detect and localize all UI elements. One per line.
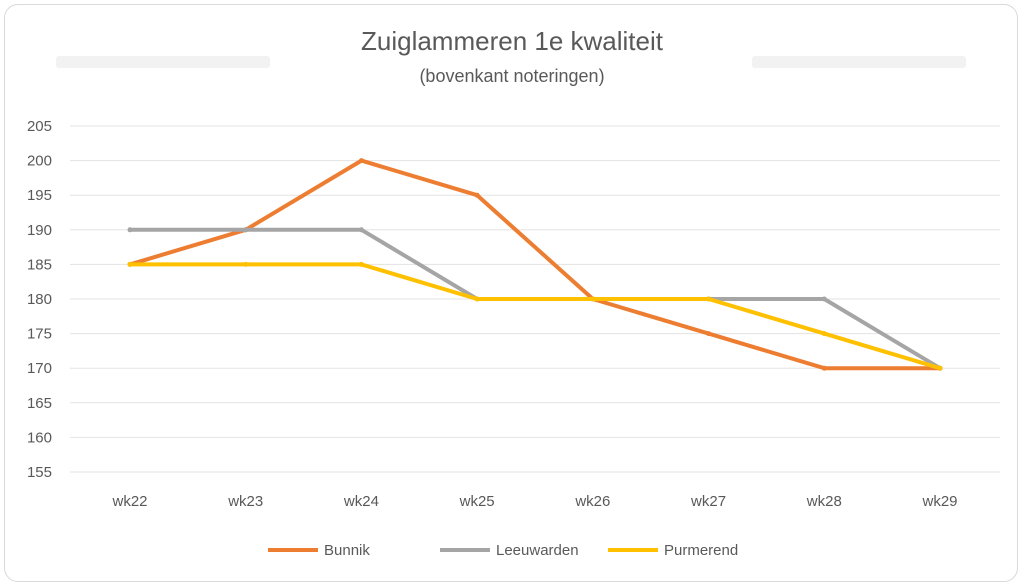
data-point (474, 192, 480, 198)
x-tick-label: wk22 (111, 493, 147, 510)
y-tick-label: 205 (27, 118, 52, 135)
data-point (243, 261, 249, 267)
x-tick-label: wk27 (690, 493, 726, 510)
chart-title: Zuiglammeren 1e kwaliteit (360, 26, 663, 56)
series-line-bunnik (128, 158, 942, 371)
x-tick-label: wk23 (227, 493, 263, 510)
y-tick-label: 155 (27, 464, 52, 481)
data-point (937, 365, 943, 371)
data-point (706, 331, 712, 337)
gridlines (70, 125, 1000, 473)
y-tick-label: 160 (27, 429, 52, 446)
data-point (821, 331, 827, 337)
data-point (821, 365, 827, 371)
y-tick-label: 175 (27, 326, 52, 343)
x-tick-label: wk28 (806, 493, 842, 510)
legend: Bunnik Leeuwarden Purmerend (268, 542, 738, 559)
y-tick-label: 190 (27, 222, 52, 239)
y-axis-ticks: 155 160 165 170 175 180 185 190 195 200 205 (27, 118, 52, 481)
header-decoration-right (752, 56, 966, 68)
legend-label: Purmerend (664, 542, 738, 559)
x-axis-ticks: wk22 wk23 wk24 wk25 wk26 wk27 wk28 wk29 (111, 493, 957, 510)
y-tick-label: 180 (27, 291, 52, 308)
y-tick-label: 195 (27, 187, 52, 204)
x-tick-label: wk29 (921, 493, 957, 510)
chart-subtitle: (bovenkant noteringen) (419, 66, 605, 86)
data-point (243, 227, 249, 233)
chart-frame (4, 4, 1018, 582)
x-tick-label: wk26 (574, 493, 610, 510)
data-point (590, 296, 596, 302)
data-point (127, 261, 133, 267)
data-point (706, 296, 712, 302)
legend-label: Bunnik (324, 542, 370, 559)
data-point (127, 227, 133, 233)
y-tick-label: 200 (27, 153, 52, 170)
data-point (358, 261, 364, 267)
header-decoration-left (56, 56, 270, 68)
series-lines (127, 158, 943, 371)
series-line-purmerend (128, 262, 942, 371)
x-tick-label: wk24 (343, 493, 379, 510)
data-point (474, 296, 480, 302)
legend-label: Leeuwarden (496, 542, 579, 559)
data-point (358, 158, 364, 164)
y-tick-label: 165 (27, 395, 52, 412)
x-tick-label: wk25 (459, 493, 495, 510)
data-point (358, 227, 364, 233)
data-point (821, 296, 827, 302)
y-tick-label: 170 (27, 360, 52, 377)
y-tick-label: 185 (27, 256, 52, 273)
